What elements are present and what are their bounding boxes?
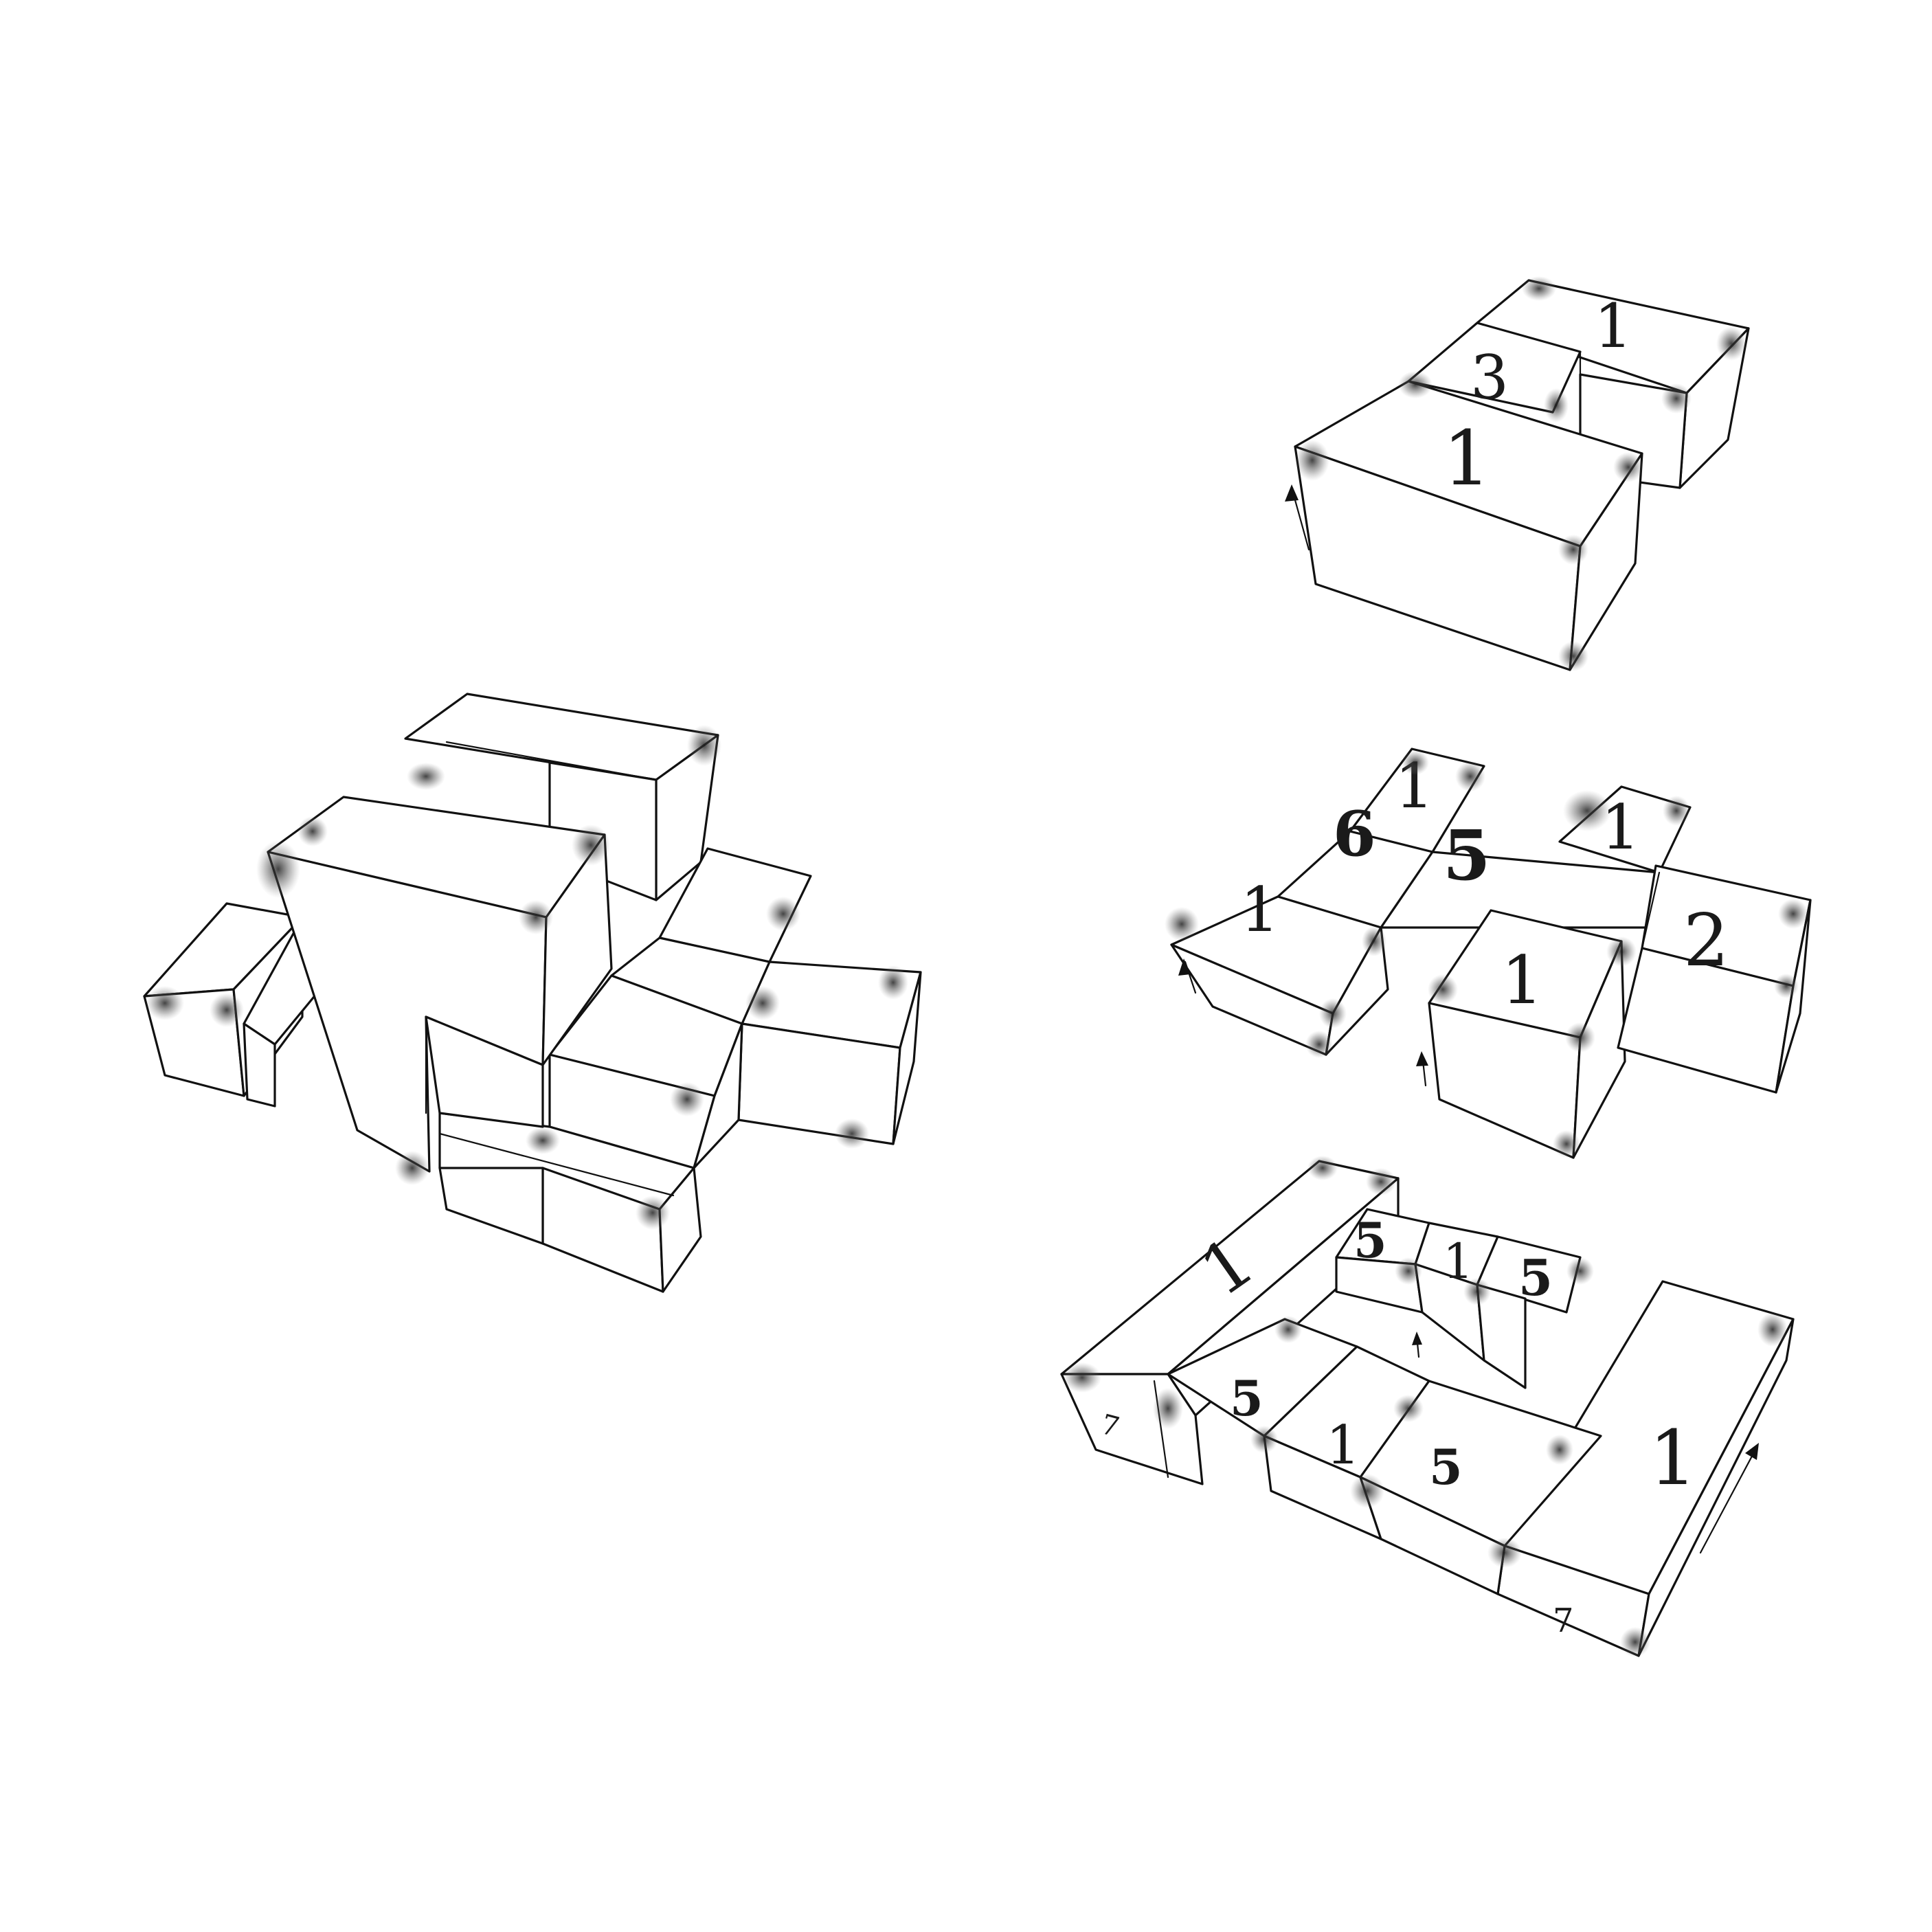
layer-middle: 1 6 5 1 1 1 2	[1165, 748, 1812, 1159]
layer-bottom-label-10: 7	[1553, 1602, 1574, 1640]
layer-bottom-label-2: 5	[1353, 1212, 1387, 1269]
layer-bottom-label-3: 1	[1443, 1233, 1474, 1290]
layer-top: 1 3 1	[1285, 276, 1750, 671]
layer-middle-label-2: 6	[1333, 798, 1376, 870]
layer-middle-label-7: 2	[1683, 899, 1729, 982]
layer-top-label-3: 1	[1443, 414, 1491, 502]
layer-middle-label-3: 5	[1443, 815, 1491, 896]
layer-bottom-label-6: 1	[1326, 1415, 1360, 1476]
layer-top-label-1: 1	[1594, 291, 1632, 361]
layer-bottom: 1 5 1 5 5 1 5 1 7 7	[1060, 1156, 1795, 1657]
layer-bottom-label-5: 5	[1230, 1370, 1263, 1427]
layer-bottom-label-4: 5	[1518, 1248, 1553, 1307]
assembled-figure	[143, 693, 922, 1293]
layer-bottom-label-8: 1	[1649, 1414, 1697, 1502]
layer-middle-label-6: 1	[1501, 942, 1543, 1019]
layer-bottom-label-7: 5	[1429, 1439, 1463, 1496]
layer-top-label-2: 3	[1470, 342, 1509, 413]
layer-middle-label-5: 1	[1240, 874, 1279, 946]
